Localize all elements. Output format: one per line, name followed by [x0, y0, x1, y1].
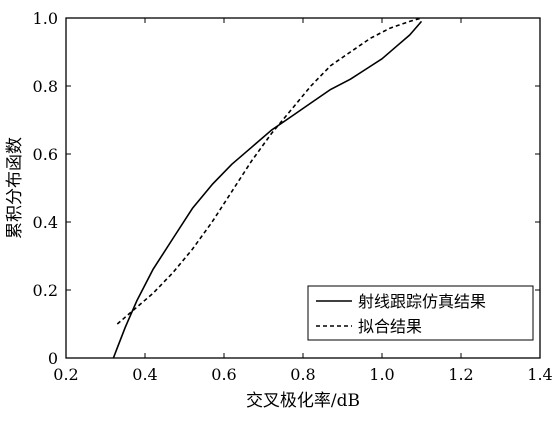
y-tick-label: 1.0: [33, 9, 58, 28]
x-tick-label: 0.8: [290, 365, 315, 384]
y-tick-label: 0.2: [33, 281, 58, 300]
x-axis-title: 交叉极化率/dB: [246, 391, 360, 411]
y-tick-label: 0.4: [33, 213, 58, 232]
x-tick-label: 1.4: [527, 365, 552, 384]
legend: 射线跟踪仿真结果 拟合结果: [307, 285, 534, 341]
legend-box: [307, 285, 534, 341]
x-tick-label: 1.0: [369, 365, 394, 384]
x-tick-label: 0.6: [211, 365, 236, 384]
y-tick-label: 0: [48, 349, 58, 368]
series-line-fit: [116, 17, 422, 325]
legend-label-fit: 拟合结果: [358, 317, 422, 336]
x-tick-label: 0.2: [53, 365, 78, 384]
y-tick-label: 0.6: [33, 145, 58, 164]
x-tick-label: 1.2: [448, 365, 473, 384]
y-tick-label: 0.8: [33, 77, 58, 96]
y-axis-title: 累积分布函数: [5, 137, 25, 239]
legend-label-ray-tracing: 射线跟踪仿真结果: [358, 292, 486, 311]
series-line-ray-tracing: [112, 20, 423, 359]
x-tick-label: 0.4: [132, 365, 157, 384]
